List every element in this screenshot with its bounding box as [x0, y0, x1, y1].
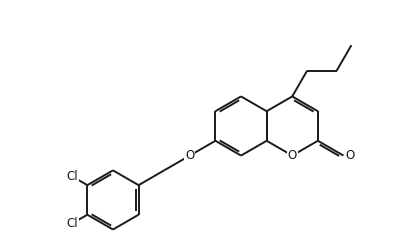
Text: O: O [345, 149, 355, 162]
Text: O: O [288, 149, 297, 162]
Text: Cl: Cl [66, 217, 78, 230]
Text: Cl: Cl [66, 170, 78, 183]
Text: O: O [185, 149, 194, 162]
